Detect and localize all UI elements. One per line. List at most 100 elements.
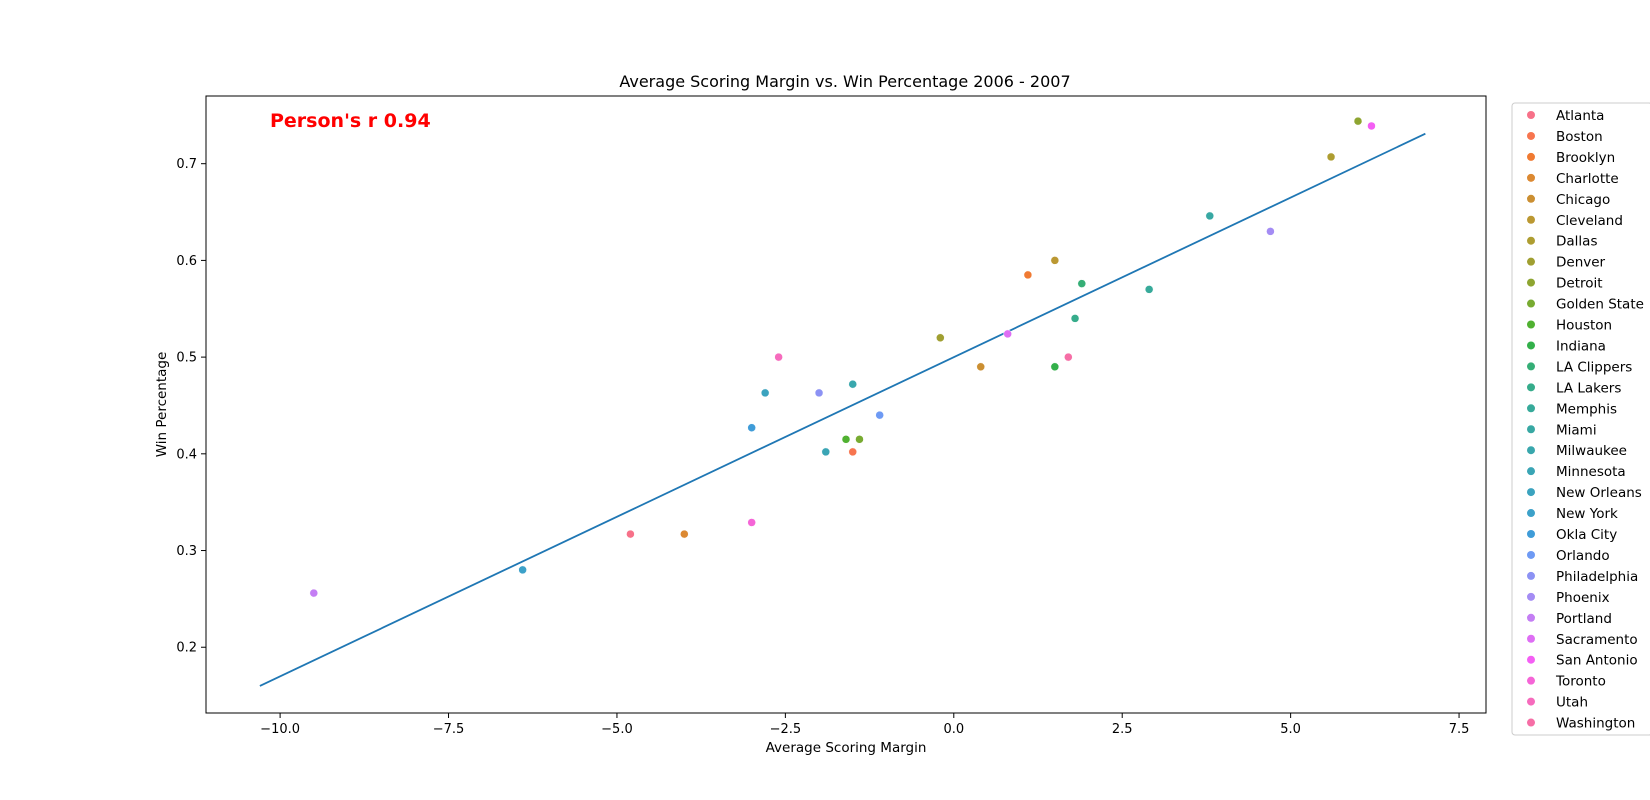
data-point (1064, 352, 1073, 362)
legend-label: Brooklyn (1556, 150, 1615, 166)
legend-label: Okla City (1556, 527, 1617, 543)
legend-marker (1527, 676, 1535, 685)
legend-label: Utah (1556, 695, 1588, 711)
data-point (1077, 279, 1087, 288)
data-point (309, 588, 319, 598)
y-tick-label: 0.4 (176, 447, 197, 462)
x-tick-label: 0.0 (943, 722, 964, 737)
data-point (1353, 116, 1363, 126)
legend-marker (1527, 718, 1535, 727)
data-point (1023, 270, 1033, 280)
legend-marker (1527, 550, 1535, 559)
x-tick-label: 2.5 (1112, 722, 1133, 737)
y-axis: 0.2 0.3 0.4 0.5 0.6 0.7 (176, 157, 206, 656)
plot-frame (205, 95, 1487, 714)
y-tick-label: 0.6 (176, 254, 197, 269)
x-tick-label: 7.5 (1449, 722, 1470, 737)
data-point (1050, 362, 1060, 372)
legend-marker (1527, 655, 1535, 664)
legend-label: Orlando (1556, 548, 1610, 564)
x-tick-label: −10.0 (260, 722, 300, 737)
legend-label: Indiana (1556, 338, 1606, 354)
legend-label: LA Lakers (1556, 380, 1621, 396)
legend-label: Chicago (1556, 192, 1610, 208)
legend-label: Memphis (1556, 401, 1617, 417)
legend-marker (1527, 257, 1535, 266)
legend-label: Atlanta (1556, 108, 1604, 124)
legend-marker (1527, 215, 1535, 224)
legend-label: Dallas (1556, 234, 1597, 250)
legend-label: Boston (1556, 129, 1603, 145)
legend-label: Philadelphia (1556, 569, 1638, 585)
data-point (848, 447, 857, 457)
data-point (747, 423, 756, 432)
legend-marker (1527, 152, 1535, 161)
legend-label: Cleveland (1556, 213, 1623, 229)
data-point (774, 352, 783, 362)
legend-marker (1527, 236, 1535, 245)
data-point (747, 518, 756, 527)
legend-marker (1527, 634, 1535, 643)
legend-marker (1527, 425, 1535, 434)
pearson-annotation: Person's r 0.94 (270, 110, 431, 132)
data-point (848, 379, 857, 389)
legend-label: Toronto (1555, 674, 1606, 690)
data-point (1003, 329, 1012, 339)
chart-title: Average Scoring Margin vs. Win Percentag… (619, 72, 1070, 91)
data-point (680, 529, 689, 539)
legend-marker (1527, 299, 1535, 308)
y-axis-title: Win Percentage (154, 352, 170, 458)
legend-label: Phoenix (1556, 590, 1610, 606)
data-point (936, 333, 945, 343)
legend: Atlanta Boston Brooklyn Charlotte Chicago Cle… (1511, 102, 1650, 736)
legend-label: LA Clippers (1556, 359, 1632, 375)
data-point (626, 529, 635, 539)
legend-marker (1527, 697, 1535, 706)
regression-line (259, 132, 1426, 687)
data-point (841, 435, 851, 444)
data-point (1070, 314, 1080, 323)
legend-marker (1527, 571, 1535, 580)
y-tick-label: 0.5 (176, 351, 197, 366)
legend-marker (1527, 467, 1535, 476)
legend-marker (1527, 131, 1535, 140)
legend-label: Detroit (1556, 276, 1603, 292)
legend-label: Charlotte (1556, 171, 1619, 187)
legend-marker (1527, 320, 1535, 329)
x-tick-label: −7.5 (433, 722, 465, 737)
legend-marker (1527, 194, 1535, 203)
data-point (821, 447, 831, 457)
data-point (814, 388, 824, 398)
legend-label: Portland (1556, 611, 1612, 627)
legend-label: Sacramento (1556, 632, 1638, 648)
data-point (1144, 285, 1154, 294)
x-tick-label: −2.5 (770, 722, 802, 737)
legend-label: Milwaukee (1556, 443, 1627, 459)
x-tick-label: 5.0 (1280, 722, 1301, 737)
data-point (1367, 121, 1376, 131)
data-point (518, 565, 527, 575)
data-point (1205, 211, 1215, 221)
legend-marker (1527, 509, 1535, 518)
legend-marker (1527, 592, 1535, 601)
legend-frame (1511, 102, 1650, 736)
legend-marker (1527, 173, 1535, 182)
y-tick-label: 0.2 (176, 641, 197, 656)
legend-marker (1527, 383, 1535, 392)
x-tick-label: −5.0 (601, 722, 633, 737)
data-point (875, 410, 884, 420)
legend-label: Houston (1556, 318, 1612, 334)
data-point (760, 388, 770, 398)
data-point (1266, 227, 1275, 236)
legend-marker (1527, 278, 1535, 287)
legend-label: New Orleans (1556, 485, 1642, 501)
legend-label: Golden State (1556, 297, 1644, 313)
legend-marker (1527, 613, 1535, 622)
legend-label: Denver (1556, 255, 1606, 271)
x-axis-title: Average Scoring Margin (766, 740, 927, 756)
legend-label: Minnesota (1556, 464, 1626, 480)
legend-marker (1527, 111, 1535, 119)
legend-marker (1527, 404, 1535, 413)
x-axis: −10.0 −7.5 −5.0 −2.5 0.0 2.5 5.0 7.5 (260, 713, 1469, 737)
